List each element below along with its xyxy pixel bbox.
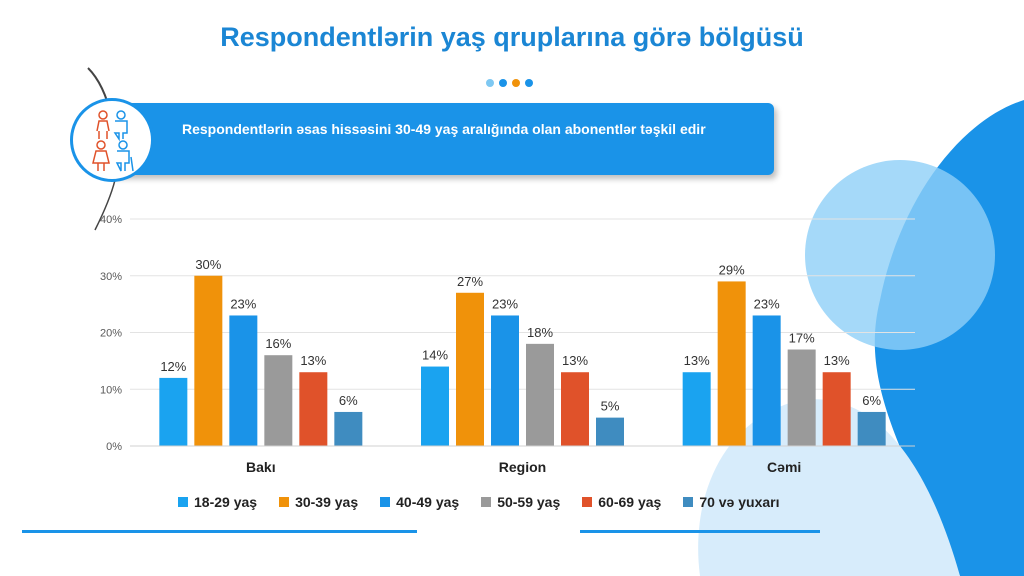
bar (682, 372, 711, 446)
data-label: 16% (265, 336, 291, 351)
data-label: 13% (300, 353, 326, 368)
data-label: 12% (160, 359, 186, 374)
legend-item: 60-69 yaş (582, 494, 661, 510)
legend-item: 18-29 yaş (178, 494, 257, 510)
legend-label: 18-29 yaş (194, 494, 258, 510)
bar (822, 372, 851, 446)
legend-swatch (380, 497, 391, 507)
bar (491, 315, 519, 446)
data-label: 30% (195, 257, 221, 272)
x-category-label: Region (499, 459, 546, 475)
chart-legend: 18-29 yaş 30-39 yaş 40-49 yaş 50-59 yaş 60-6… (178, 494, 779, 510)
data-label: 6% (862, 393, 881, 408)
x-category-label: Cəmi (767, 459, 801, 475)
legend-swatch (683, 497, 694, 507)
banner-text: Respondentlərin əsas hissəsini 30-49 yaş… (182, 121, 706, 137)
legend-item: 70 və yuxarı (683, 494, 779, 510)
bar (752, 315, 781, 446)
dot (512, 79, 520, 87)
legend-item: 40-49 yaş (380, 494, 459, 510)
legend-label: 50-59 yaş (497, 494, 561, 510)
legend-swatch (481, 497, 492, 507)
divider-line (580, 530, 820, 533)
legend-label: 60-69 yaş (598, 494, 662, 510)
legend-item: 30-39 yaş (279, 494, 358, 510)
data-label: 17% (789, 331, 815, 346)
bar (264, 355, 293, 446)
legend-swatch (279, 497, 290, 507)
legend-label: 70 və yuxarı (699, 494, 780, 510)
data-label: 13% (824, 353, 850, 368)
data-label: 6% (339, 393, 358, 408)
legend-item: 50-59 yaş (481, 494, 560, 510)
legend-swatch (582, 497, 593, 507)
y-tick-label: 30% (100, 271, 122, 283)
bar (299, 372, 328, 446)
legend-label: 40-49 yaş (396, 494, 460, 510)
bar (194, 275, 223, 446)
bar (456, 292, 484, 446)
legend-swatch (178, 497, 188, 507)
bar (787, 349, 816, 446)
bar (229, 315, 258, 446)
bar (561, 372, 589, 446)
info-banner: Respondentlərin əsas hissəsini 30-49 yaş… (110, 103, 774, 175)
y-tick-label: 0% (106, 441, 122, 453)
data-label: 5% (601, 399, 620, 414)
y-tick-label: 20% (100, 328, 122, 340)
bar (526, 343, 554, 446)
bar (334, 411, 363, 446)
data-label: 29% (719, 262, 745, 277)
data-label: 27% (457, 274, 483, 289)
dot (486, 79, 494, 87)
data-label: 23% (754, 296, 780, 311)
data-label: 13% (562, 353, 588, 368)
legend-label: 30-39 yaş (295, 494, 359, 510)
dot (499, 79, 507, 87)
bar (596, 417, 624, 446)
data-label: 14% (422, 348, 448, 363)
data-label: 23% (492, 296, 518, 311)
bar (421, 366, 449, 446)
data-label: 18% (527, 325, 553, 340)
elderly-people-icon (70, 98, 154, 182)
x-category-label: Bakı (246, 459, 276, 475)
page-title: Respondentlərin yaş qruplarına görə bölg… (220, 22, 804, 52)
decorative-dots (486, 79, 533, 87)
dot (525, 79, 533, 87)
data-label: 13% (684, 353, 710, 368)
divider-line (22, 530, 417, 533)
bar (159, 377, 188, 446)
data-label: 23% (230, 296, 256, 311)
y-tick-label: 40% (100, 214, 122, 226)
bar (717, 281, 746, 446)
y-tick-label: 10% (100, 384, 122, 396)
bar (857, 411, 886, 446)
